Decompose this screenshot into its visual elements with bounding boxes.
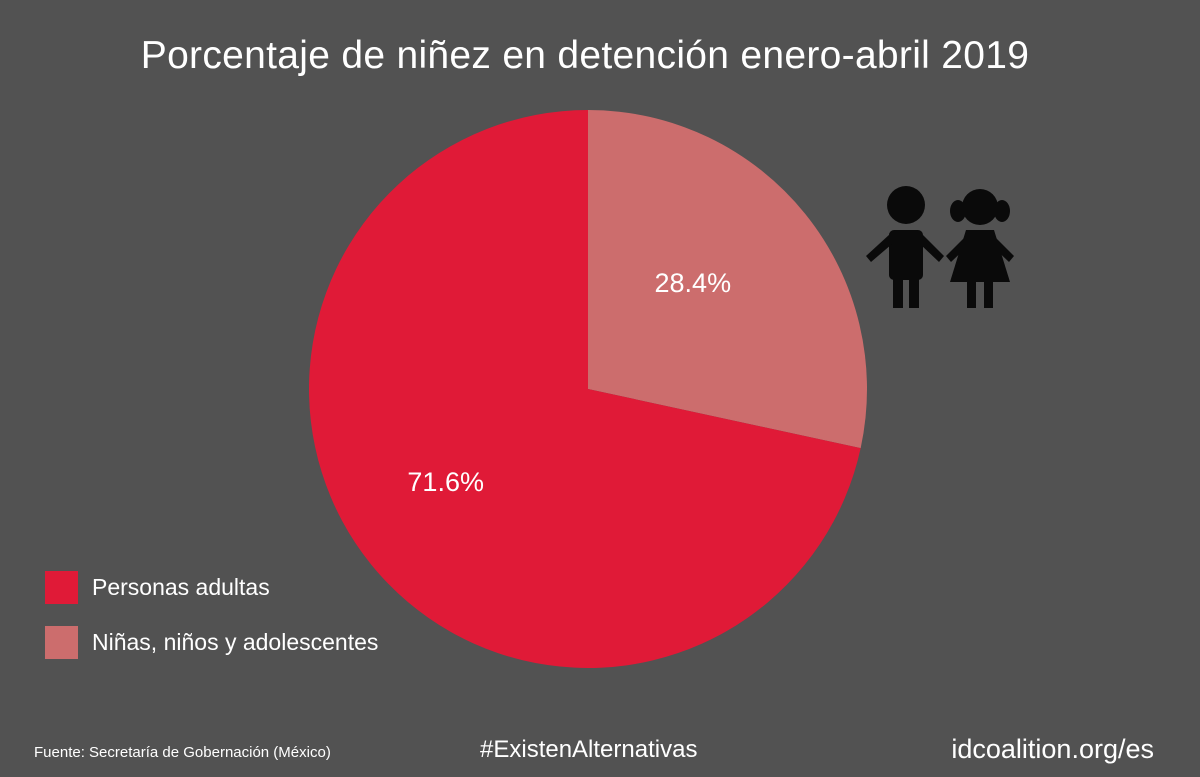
legend-swatch bbox=[45, 570, 78, 604]
chart-title: Porcentaje de niñez en detención enero-a… bbox=[140, 34, 1030, 77]
pie-slice bbox=[588, 110, 867, 449]
legend-swatch bbox=[45, 625, 78, 659]
website-link[interactable]: idcoalition.org/es bbox=[951, 734, 1154, 764]
legend: Personas adultas Niñas, niños y adolesce… bbox=[45, 570, 378, 680]
legend-label: Personas adultas bbox=[92, 573, 270, 600]
boy-and-girl-icon bbox=[866, 186, 1014, 308]
legend-item-children: Niñas, niños y adolescentes bbox=[45, 625, 378, 659]
slice-data-label: 71.6% bbox=[407, 467, 484, 497]
slice-data-label: 28.4% bbox=[655, 268, 732, 298]
pie-slice bbox=[308, 110, 861, 669]
source-note: Fuente: Secretaría de Gobernación (Méxic… bbox=[34, 744, 331, 761]
legend-label: Niñas, niños y adolescentes bbox=[92, 628, 379, 655]
hashtag: #ExistenAlternativas bbox=[480, 736, 698, 763]
legend-item-adults: Personas adultas bbox=[45, 570, 378, 604]
